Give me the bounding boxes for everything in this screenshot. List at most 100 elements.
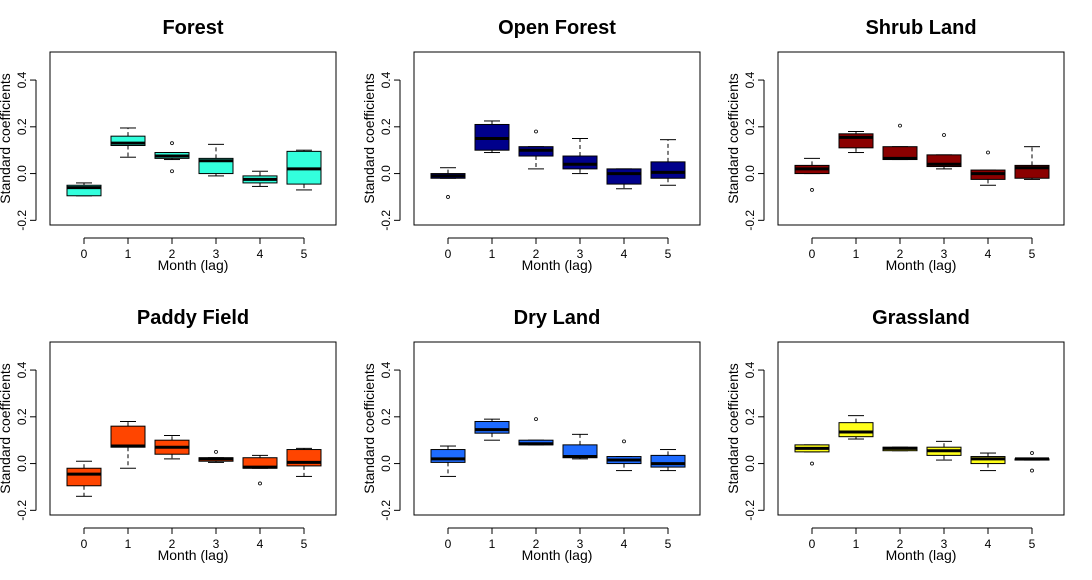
box-1 — [838, 130, 874, 154]
box-4 — [242, 454, 278, 486]
x-tick-label: 0 — [809, 247, 816, 261]
y-tick-label: 0.4 — [15, 361, 29, 378]
outlier-point — [446, 195, 450, 199]
box-1 — [838, 415, 874, 440]
box-3 — [198, 143, 234, 177]
plot-frame — [413, 341, 701, 516]
y-tick-label: -0.2 — [379, 500, 393, 521]
x-tick-label: 3 — [213, 537, 220, 551]
box-0 — [794, 444, 830, 466]
x-tick-label: 2 — [897, 247, 904, 261]
box-3 — [926, 440, 962, 461]
outlier-point — [534, 129, 538, 134]
y-tick-label: -0.2 — [743, 210, 757, 231]
box-1 — [474, 418, 510, 441]
chart-title: Grassland — [872, 307, 970, 329]
y-tick-label: 0.0 — [743, 455, 757, 472]
iqr-box — [606, 168, 642, 185]
y-tick-label: 0.2 — [15, 408, 29, 425]
iqr-box — [66, 467, 102, 487]
box-0 — [66, 182, 102, 197]
x-tick-label: 4 — [985, 537, 992, 551]
box-4 — [242, 170, 278, 187]
outlier-point — [214, 449, 218, 454]
y-axis-label: Standard coefficients — [725, 73, 741, 204]
y-tick-label: 0.0 — [15, 455, 29, 472]
x-tick-label: 2 — [533, 247, 540, 261]
box-5 — [1014, 451, 1050, 473]
x-tick-label: 1 — [853, 537, 860, 551]
y-tick-label: 0.4 — [15, 71, 29, 88]
outlier-point — [1030, 451, 1034, 455]
x-tick-label: 0 — [81, 247, 88, 261]
chart-title: Dry Land — [514, 307, 601, 329]
plot-frame — [49, 51, 337, 226]
y-tick-label: 0.2 — [379, 118, 393, 135]
outlier-point — [942, 133, 946, 137]
outlier-point — [622, 439, 626, 444]
box-2 — [882, 446, 918, 452]
y-axis-label: Standard coefficients — [361, 73, 377, 204]
iqr-box — [562, 155, 598, 170]
y-tick-label: 0.0 — [743, 165, 757, 182]
box-1 — [474, 120, 510, 154]
x-tick-label: 3 — [577, 537, 584, 551]
y-tick-label: 0.4 — [743, 361, 757, 378]
y-tick-label: 0.0 — [379, 455, 393, 472]
box-0 — [794, 157, 830, 192]
box-0 — [430, 167, 466, 199]
iqr-box — [474, 420, 510, 434]
y-tick-label: 0.2 — [743, 118, 757, 135]
x-axis-label: Month (lag) — [886, 547, 957, 563]
y-tick-label: 0.2 — [379, 408, 393, 425]
x-tick-label: 1 — [853, 247, 860, 261]
iqr-box — [110, 135, 146, 147]
x-tick-label: 3 — [213, 247, 220, 261]
x-tick-label: 4 — [257, 537, 264, 551]
y-tick-label: 0.4 — [379, 71, 393, 88]
outlier-point — [810, 461, 814, 466]
box-3 — [562, 138, 598, 175]
x-tick-label: 2 — [169, 537, 176, 551]
x-tick-label: 5 — [1029, 247, 1036, 261]
x-axis-label: Month (lag) — [522, 547, 593, 563]
outlier-point — [170, 169, 174, 174]
box-5 — [286, 149, 322, 191]
y-tick-label: -0.2 — [743, 500, 757, 521]
x-tick-label: 0 — [809, 537, 816, 551]
x-tick-label: 0 — [81, 537, 88, 551]
y-axis-label: Standard coefficients — [0, 363, 13, 494]
iqr-box — [66, 184, 102, 197]
x-tick-label: 3 — [577, 247, 584, 261]
x-tick-label: 2 — [897, 537, 904, 551]
x-axis-label: Month (lag) — [886, 257, 957, 273]
x-tick-label: 1 — [489, 537, 496, 551]
box-1 — [110, 127, 146, 158]
box-4 — [970, 452, 1006, 472]
box-4 — [970, 150, 1006, 186]
y-tick-label: 0.2 — [743, 408, 757, 425]
x-tick-label: 5 — [1029, 537, 1036, 551]
box-3 — [926, 133, 962, 170]
y-tick-label: 0.0 — [15, 165, 29, 182]
box-2 — [154, 435, 190, 460]
x-tick-label: 5 — [665, 537, 672, 551]
x-tick-label: 4 — [621, 537, 628, 551]
x-axis-label: Month (lag) — [158, 547, 229, 563]
x-tick-label: 3 — [941, 537, 948, 551]
x-tick-label: 5 — [301, 537, 308, 551]
x-tick-label: 2 — [533, 537, 540, 551]
box-3 — [198, 449, 234, 463]
outlier-point — [810, 188, 814, 192]
x-tick-label: 3 — [941, 247, 948, 261]
iqr-box — [838, 422, 874, 438]
outlier-point — [170, 141, 174, 146]
outlier-point — [258, 481, 262, 486]
y-axis-label: Standard coefficients — [0, 73, 13, 204]
